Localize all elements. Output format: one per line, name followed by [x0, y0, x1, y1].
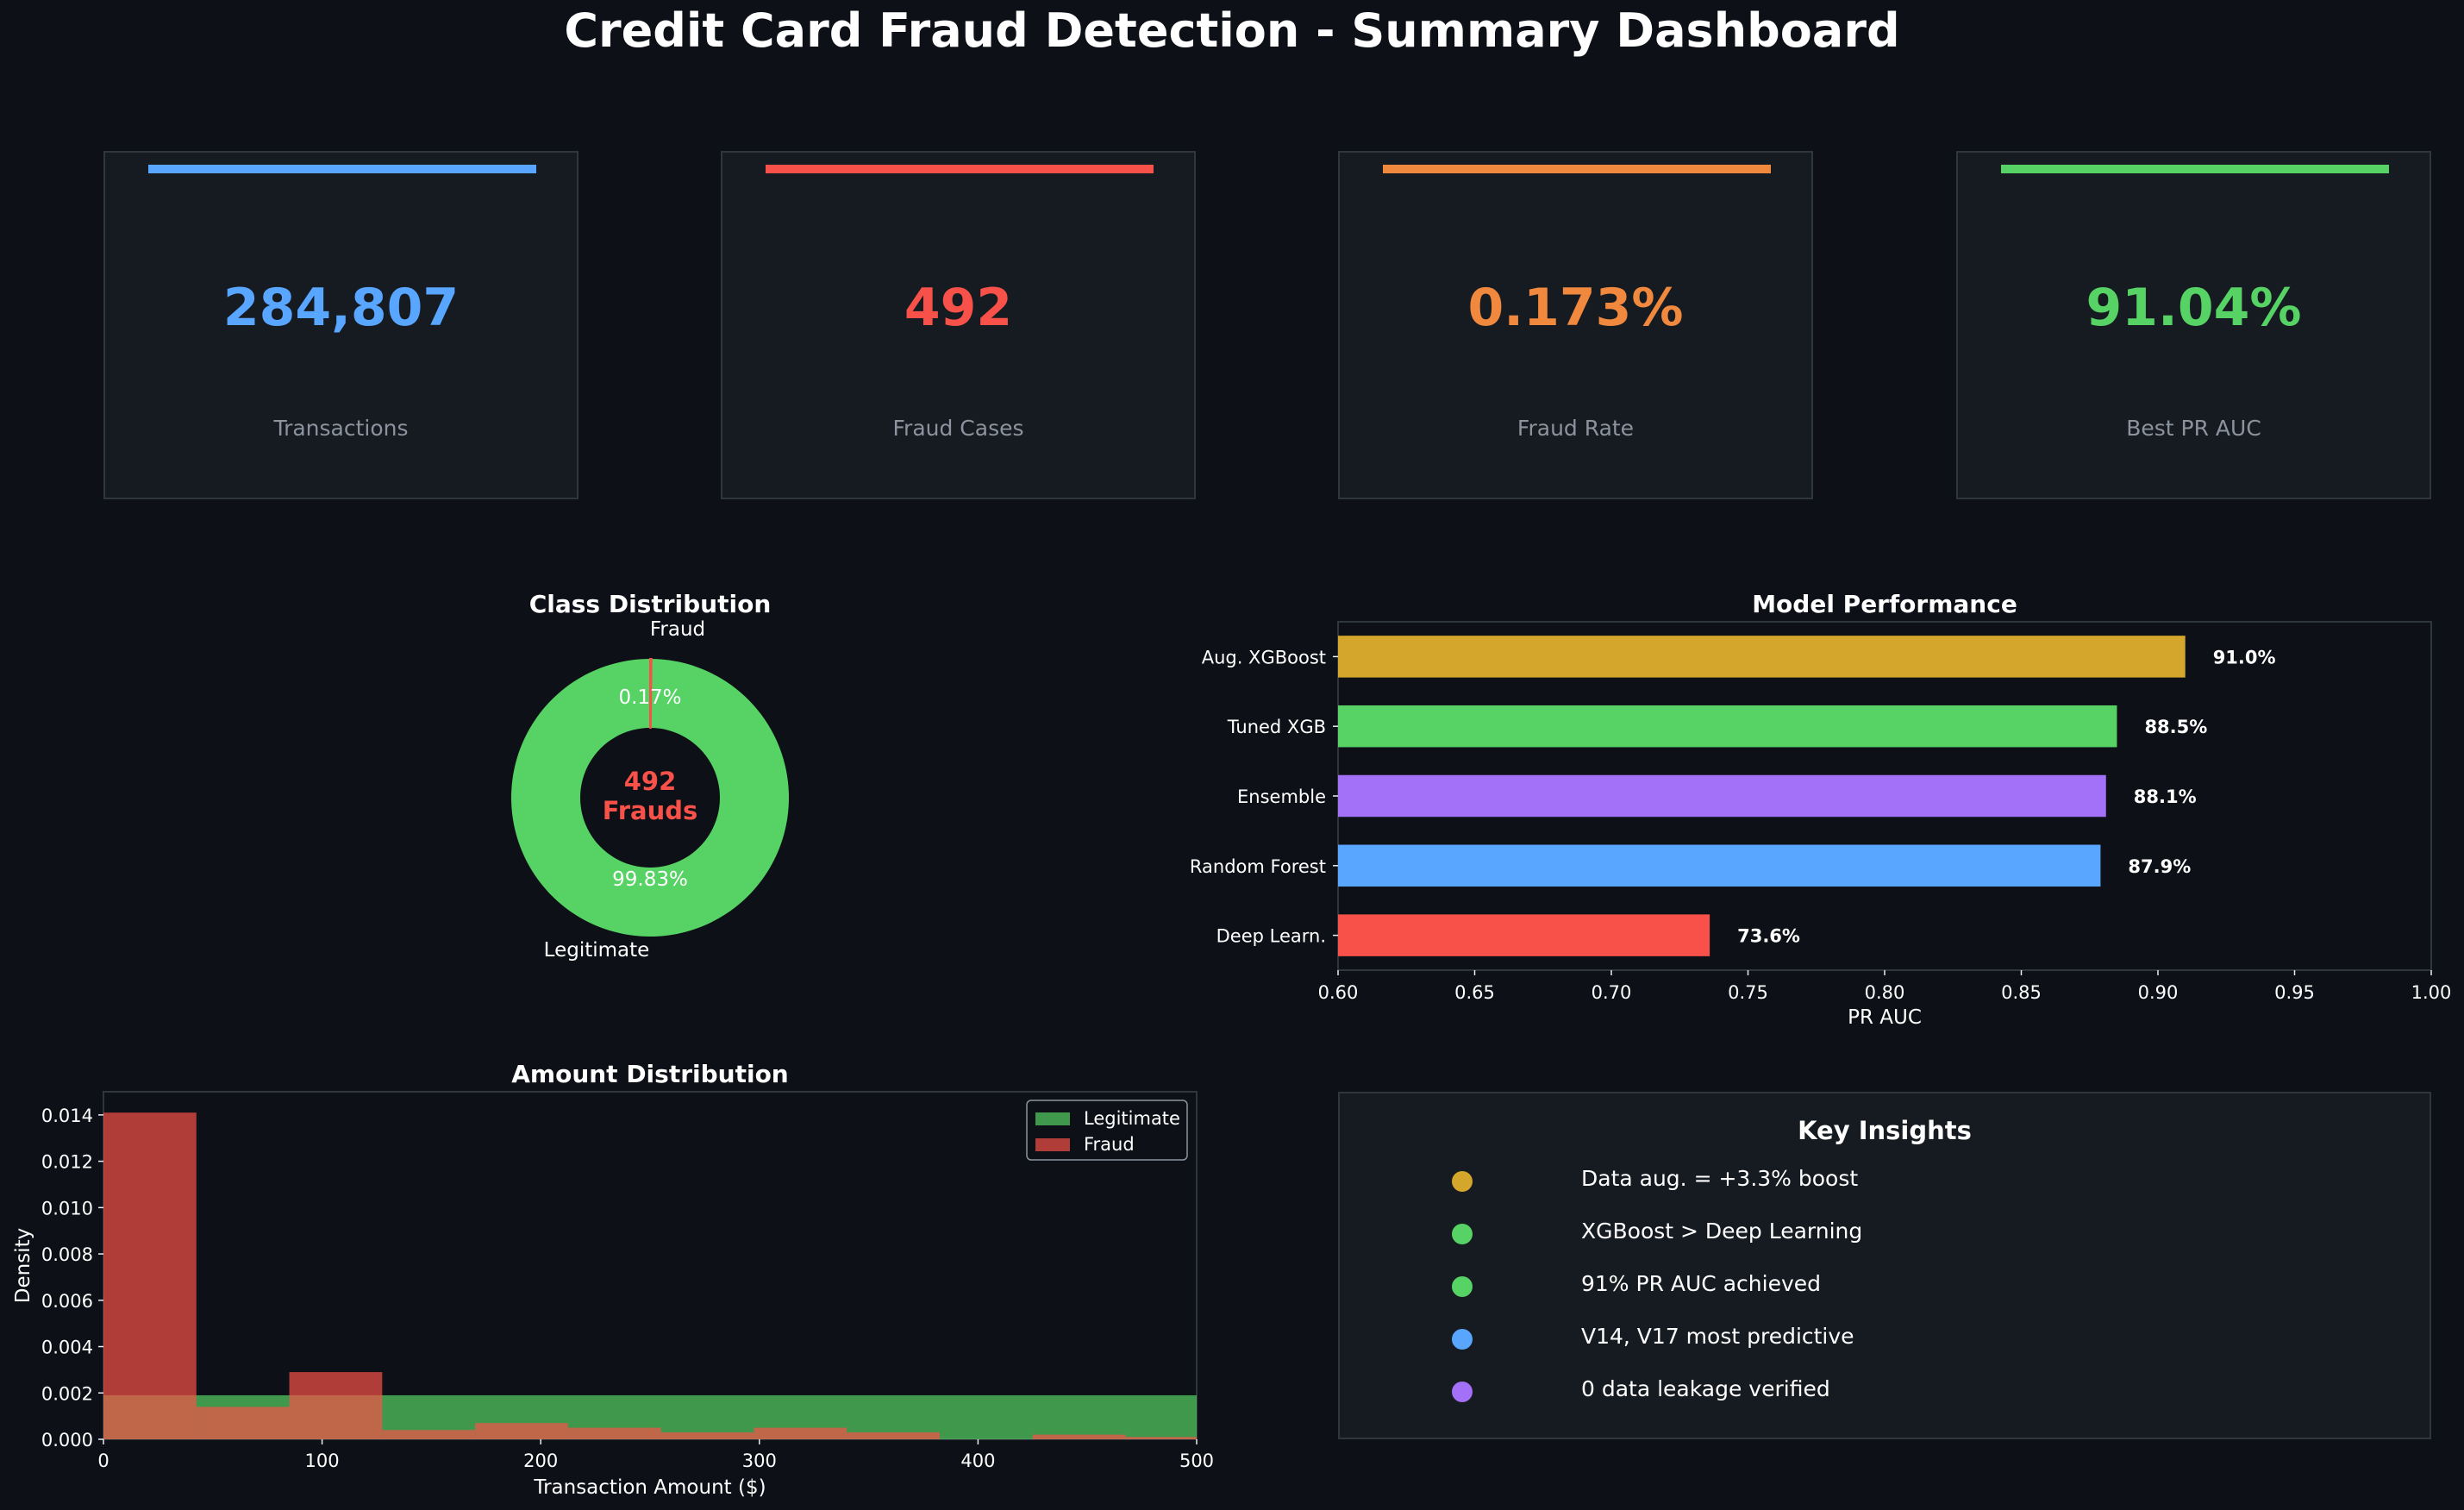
y-axis-label: Density	[12, 1228, 34, 1303]
histogram-bar-fraud	[567, 1427, 661, 1439]
insight-dot	[1452, 1276, 1473, 1297]
model-name-label: Deep Learn.	[1216, 926, 1326, 947]
insight-dot	[1452, 1171, 1473, 1192]
kpi-accent-bar	[148, 165, 536, 173]
x-tick-label: 0.90	[2138, 982, 2179, 1003]
kpi-card-best-pr-auc: 91.04% Best PR AUC	[1956, 151, 2431, 499]
x-tick-label: 0.60	[1318, 982, 1359, 1003]
legend-label-legitimate: Legitimate	[1084, 1108, 1180, 1129]
histogram-bar-fraud	[289, 1372, 383, 1439]
insight-dot	[1452, 1382, 1473, 1402]
x-tick-label: 0.75	[1728, 982, 1768, 1003]
key-insights-panel: Key Insights Data aug. = +3.3% boost XGB…	[1338, 1092, 2431, 1439]
histogram-bar-fraud	[660, 1432, 754, 1439]
x-tick-label: 0.85	[2001, 982, 2042, 1003]
insight-text: XGBoost > Deep Learning	[1581, 1219, 1863, 1244]
model-bar	[1338, 844, 2101, 887]
x-axis-label: PR AUC	[1848, 1006, 1922, 1029]
x-tick-label: 0.80	[1865, 982, 1905, 1003]
donut-slice-fraud	[649, 657, 653, 730]
insight-text: Data aug. = +3.3% boost	[1581, 1166, 1859, 1191]
model-bar	[1338, 774, 2106, 818]
insight-dot	[1452, 1329, 1473, 1350]
donut-slice-legitimate	[511, 659, 790, 937]
x-axis-label: Transaction Amount ($)	[533, 1476, 766, 1499]
y-tick-label: 0.004	[41, 1338, 93, 1358]
dashboard-title: Credit Card Fraud Detection - Summary Da…	[564, 3, 1900, 58]
insight-text: V14, V17 most predictive	[1581, 1324, 1854, 1349]
bar-chart-title: Model Performance	[1752, 590, 2017, 618]
kpi-card-fraud-cases: 492 Fraud Cases	[721, 151, 1196, 499]
model-bar	[1338, 636, 2186, 678]
x-tick-label: 500	[1179, 1450, 1214, 1471]
x-tick-label: 0.95	[2274, 982, 2315, 1003]
model-name-label: Ensemble	[1237, 786, 1326, 807]
model-name-label: Tuned XGB	[1227, 717, 1326, 737]
donut-center-count: 492	[624, 767, 677, 796]
donut-pct-legitimate: 99.83%	[612, 868, 688, 891]
histogram-bar-fraud	[847, 1432, 941, 1439]
histogram-title: Amount Distribution	[511, 1060, 789, 1088]
histogram-bar-fraud	[1032, 1434, 1126, 1439]
model-value-label: 91.0%	[2213, 647, 2276, 667]
kpi-card-fraud-rate: 0.173% Fraud Rate	[1338, 151, 1813, 499]
y-tick-label: 0.012	[41, 1152, 93, 1173]
legend-swatch-legitimate	[1035, 1112, 1070, 1125]
x-tick-label: 400	[960, 1450, 995, 1471]
donut-title: Class Distribution	[529, 590, 772, 618]
donut-label-fraud: Fraud	[650, 618, 705, 641]
x-tick-label: 0.70	[1592, 982, 1632, 1003]
insight-text: 0 data leakage verified	[1581, 1376, 1830, 1401]
histogram-bar-fraud	[1125, 1437, 1197, 1439]
x-tick-label: 300	[742, 1450, 777, 1471]
y-tick-label: 0.008	[41, 1244, 93, 1265]
x-tick-label: 0	[97, 1450, 109, 1471]
model-bar	[1338, 914, 1710, 956]
insight-text: 91% PR AUC achieved	[1581, 1271, 1821, 1296]
kpi-value: 492	[904, 278, 1013, 338]
model-value-label: 88.5%	[2144, 717, 2207, 737]
histogram-bar-fraud	[382, 1430, 476, 1439]
model-bar	[1338, 705, 2117, 748]
model-name-label: Aug. XGBoost	[1202, 647, 1326, 667]
y-tick-label: 0.000	[41, 1430, 93, 1450]
kpi-label: Fraud Cases	[892, 416, 1024, 441]
x-tick-label: 1.00	[2411, 982, 2452, 1003]
y-tick-label: 0.002	[41, 1383, 93, 1404]
histogram-bar-fraud	[475, 1423, 568, 1439]
kpi-value: 284,807	[222, 278, 460, 338]
kpi-accent-bar	[766, 165, 1154, 173]
y-tick-label: 0.014	[41, 1106, 93, 1126]
kpi-label: Transactions	[273, 416, 409, 441]
model-value-label: 88.1%	[2134, 786, 2197, 807]
x-tick-label: 100	[305, 1450, 340, 1471]
kpi-value: 91.04%	[2086, 278, 2302, 338]
y-tick-label: 0.010	[41, 1198, 93, 1219]
kpi-accent-bar	[1383, 165, 1771, 173]
donut-label-legitimate: Legitimate	[544, 939, 650, 962]
kpi-value: 0.173%	[1467, 278, 1684, 338]
donut-pct-fraud: 0.17%	[618, 686, 681, 709]
model-value-label: 73.6%	[1737, 926, 1800, 947]
histogram-bar-fraud	[754, 1427, 847, 1439]
kpi-label: Best PR AUC	[2126, 416, 2261, 441]
legend-label-fraud: Fraud	[1084, 1134, 1135, 1155]
model-name-label: Random Forest	[1190, 856, 1326, 877]
kpi-label: Fraud Rate	[1517, 416, 1635, 441]
histogram-bar-fraud	[196, 1407, 290, 1439]
insights-title: Key Insights	[1798, 1116, 1972, 1145]
histogram-bar-fraud	[103, 1112, 197, 1439]
insight-dot	[1452, 1224, 1473, 1244]
kpi-card-transactions: 284,807 Transactions	[103, 151, 578, 499]
kpi-accent-bar	[2001, 165, 2389, 173]
x-tick-label: 200	[523, 1450, 558, 1471]
model-value-label: 87.9%	[2128, 856, 2191, 877]
legend-swatch-fraud	[1035, 1138, 1070, 1151]
y-tick-label: 0.006	[41, 1291, 93, 1312]
x-tick-label: 0.65	[1454, 982, 1495, 1003]
donut-center-label: Frauds	[603, 796, 698, 825]
